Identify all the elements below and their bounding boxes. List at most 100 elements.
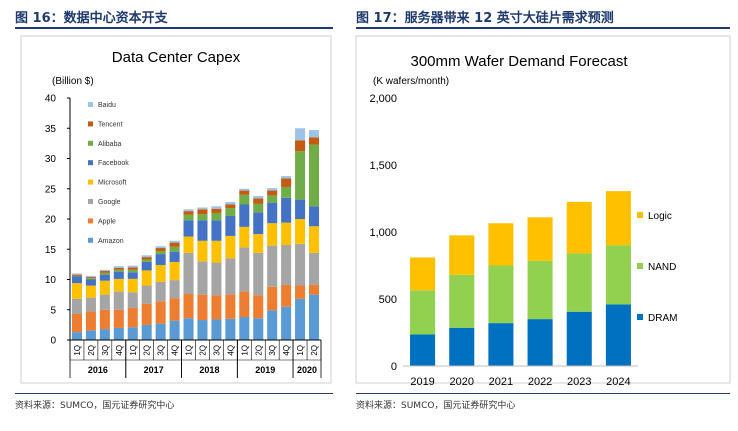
capex-bar-alibaba [113, 269, 124, 272]
capex-bar-baidu [267, 188, 278, 191]
capex-bar-baidu [225, 202, 236, 205]
capex-bar-apple [85, 311, 96, 331]
capex-bar-microsoft [183, 236, 194, 253]
capex-bar-microsoft [211, 240, 222, 263]
capex-bar-google [169, 280, 180, 299]
capex-bar-apple [267, 286, 278, 311]
capex-bar-microsoft [197, 240, 208, 262]
figure-16-source: 资料来源：SUMCO，国元证券研究中心 [15, 401, 175, 411]
capex-bar-baidu [85, 275, 96, 278]
wafer-bar-dram [488, 323, 514, 366]
capex-bar-microsoft [253, 234, 264, 253]
capex-x-tick-label: 2Q [87, 345, 96, 356]
capex-bar-google [113, 291, 124, 310]
capex-bar-google [211, 262, 222, 296]
capex-x-group-label: 2020 [297, 365, 317, 375]
capex-bar-apple [169, 298, 180, 321]
wafer-bar-logic [527, 217, 553, 261]
capex-bar-baidu [253, 196, 264, 199]
capex-bar-google [225, 258, 236, 295]
wafer-y-tick-label: 0 [391, 361, 397, 373]
capex-bar-alibaba [127, 269, 138, 273]
capex-bar-apple [71, 313, 82, 333]
capex-bar-apple [253, 295, 264, 319]
wafer-bars [410, 191, 631, 366]
capex-x-tick-label: 4Q [282, 345, 291, 356]
wafer-y-axis-label: (K wafers/month) [373, 76, 449, 87]
capex-x-tick-label: 3Q [157, 345, 166, 356]
capex-x-tick-label: 2Q [310, 345, 319, 356]
capex-bar-apple [225, 294, 236, 319]
wafer-bar-dram [449, 327, 475, 366]
capex-bar-facebook [85, 279, 96, 286]
capex-bar-apple [281, 284, 292, 307]
capex-x-tick-label: 2Q [198, 345, 207, 356]
capex-y-tick-label: 20 [45, 215, 57, 226]
capex-bar-facebook [267, 202, 278, 224]
capex-bar-tencent [71, 274, 82, 276]
capex-x-tick-label: 1Q [73, 345, 82, 356]
wafer-legend-label-logic: Logic [648, 211, 672, 222]
capex-bar-google [85, 297, 96, 312]
capex-legend: Baidu Tencent Alibaba Facebook Microsoft Goog… [88, 102, 129, 245]
capex-y-tick-label: 40 [45, 94, 57, 105]
capex-bar-tencent [281, 178, 292, 187]
capex-legend-swatch-microsoft [88, 179, 93, 185]
wafer-legend-swatch-logic [637, 212, 643, 218]
capex-legend-swatch-facebook [88, 160, 93, 166]
capex-bar-tencent [141, 257, 152, 260]
capex-bar-tencent [99, 271, 110, 273]
wafer-x-tick-label: 2021 [489, 376, 513, 388]
figure-16-footer-rule [15, 393, 333, 394]
capex-bar-facebook [169, 251, 180, 262]
capex-bar-apple [197, 294, 208, 321]
capex-x-tick-label: 4Q [226, 345, 235, 356]
capex-x-tick-label: 1Q [296, 345, 305, 356]
figure-17-footer-rule [356, 393, 730, 394]
wafer-y-tick-label: 500 [379, 294, 397, 306]
capex-y-axis: 0 5 10 15 20 25 30 35 40 [45, 94, 71, 347]
wafer-bar-logic [566, 201, 592, 254]
capex-bar-alibaba [253, 203, 264, 213]
wafer-y-tick-label: 1,000 [369, 227, 397, 239]
wafer-bar-dram [605, 304, 631, 366]
capex-bar-amazon [127, 327, 138, 340]
capex-bar-tencent [239, 190, 250, 195]
capex-bar-baidu [183, 209, 194, 212]
wafer-bar-logic [410, 257, 436, 291]
wafer-legend-label-dram: DRAM [648, 313, 677, 324]
capex-bar-facebook [127, 272, 138, 279]
wafer-bar-nand [410, 290, 436, 335]
capex-bar-facebook [309, 206, 320, 227]
capex-bar-alibaba [267, 195, 278, 203]
capex-bar-apple [211, 295, 222, 320]
wafer-bar-logic [488, 223, 514, 266]
wafer-bar-nand [527, 260, 553, 320]
capex-x-tick-label: 3Q [268, 345, 277, 356]
capex-bar-apple [127, 307, 138, 328]
capex-bar-microsoft [309, 226, 320, 253]
figure-17-title: 图 17：服务器带来 12 英寸大硅片需求预测 [356, 11, 614, 26]
capex-bar-apple [183, 294, 194, 319]
capex-bar-alibaba [71, 275, 82, 277]
capex-legend-label-alibaba: Alibaba [98, 141, 121, 148]
capex-bar-baidu [99, 269, 110, 272]
capex-bar-facebook [211, 220, 222, 241]
capex-bar-facebook [155, 254, 166, 265]
capex-legend-label-facebook: Facebook [98, 160, 129, 167]
capex-bar-amazon [211, 319, 222, 340]
wafer-bar-nand [488, 265, 514, 324]
wafer-bar-nand [449, 274, 475, 328]
capex-bar-tencent [169, 242, 180, 247]
capex-bar-baidu [211, 206, 222, 209]
figure-16-rule [15, 27, 333, 29]
capex-legend-label-google: Google [98, 199, 121, 206]
capex-bar-alibaba [281, 186, 292, 198]
capex-bar-google [197, 261, 208, 295]
capex-bar-tencent [155, 248, 166, 252]
capex-bar-apple [309, 284, 320, 295]
capex-bar-tencent [197, 209, 208, 215]
capex-x-tick-label: 3Q [212, 345, 221, 356]
capex-bar-alibaba [183, 214, 194, 221]
capex-bar-facebook [197, 220, 208, 241]
